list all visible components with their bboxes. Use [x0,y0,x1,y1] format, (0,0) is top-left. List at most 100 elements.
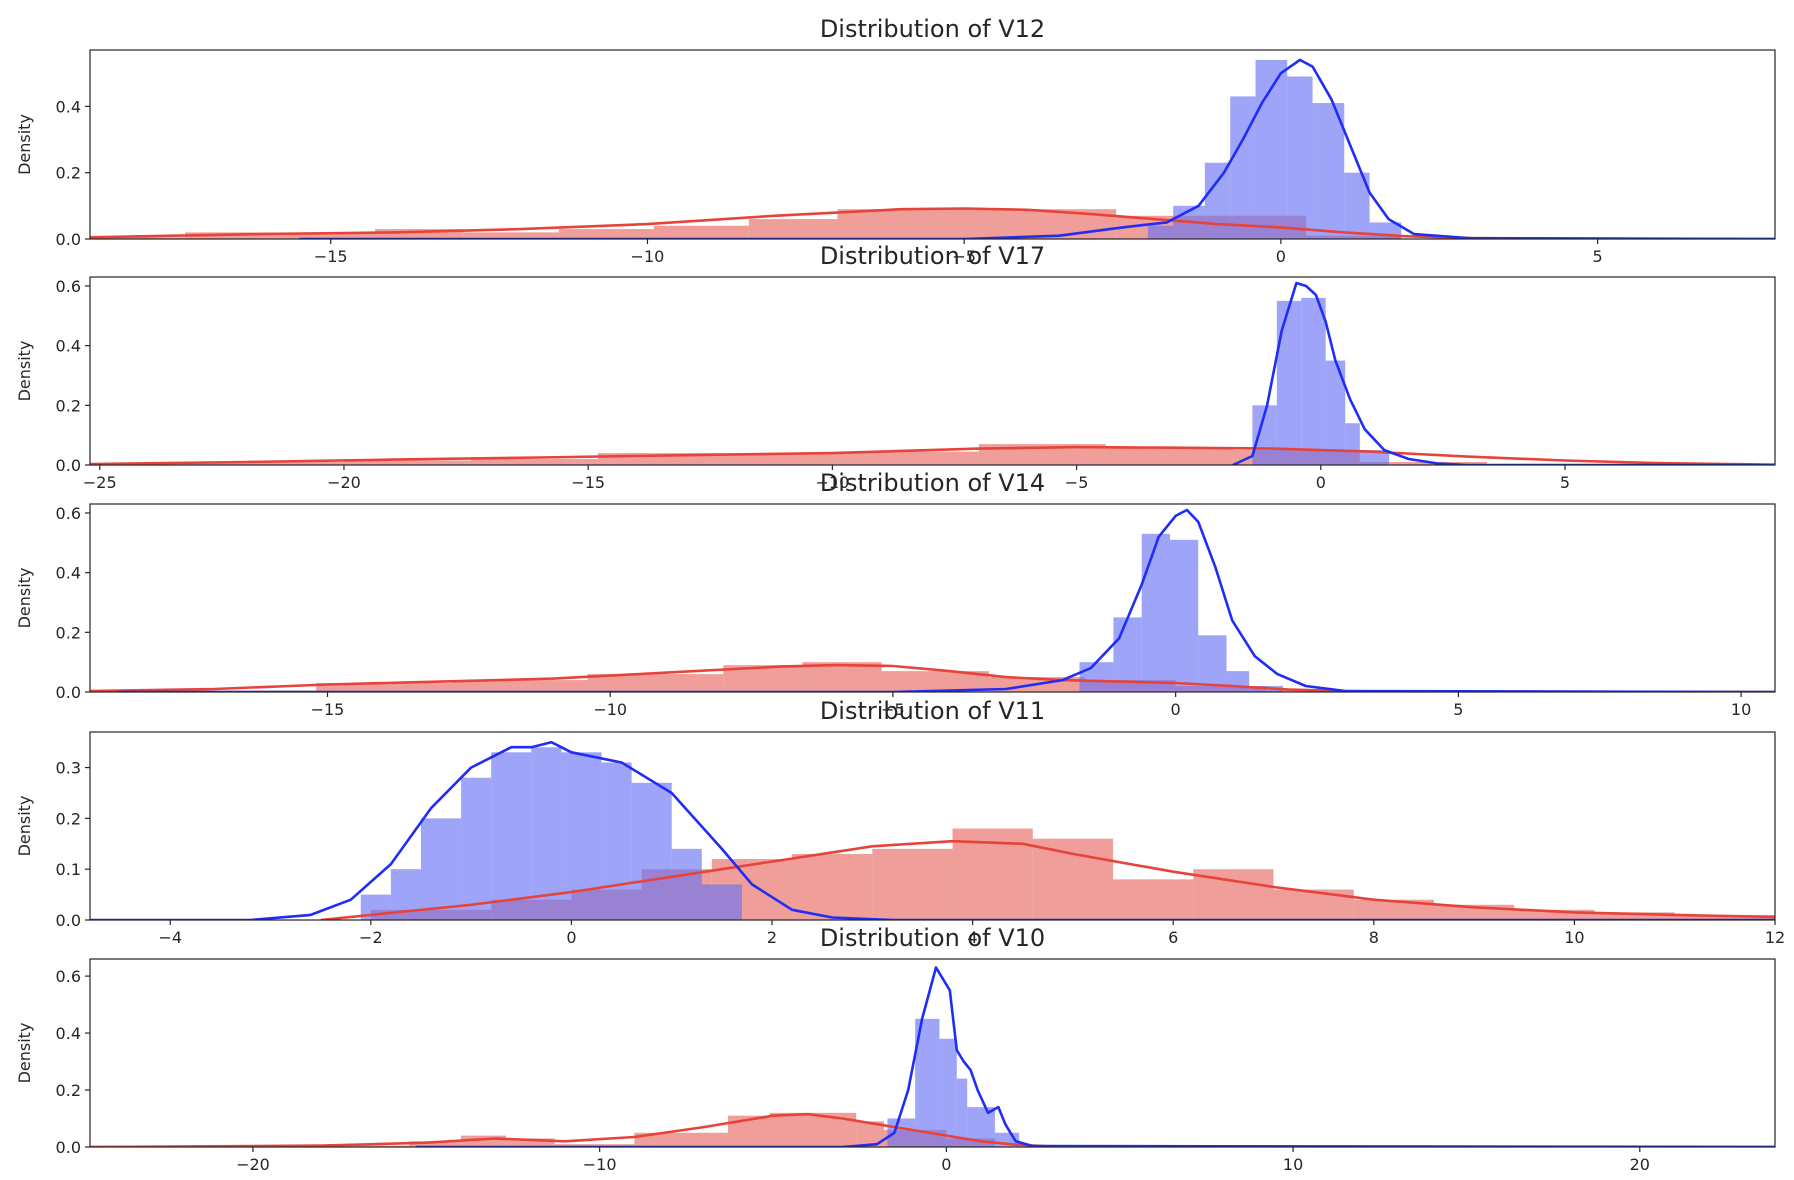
blue-hist-bar [887,1118,916,1147]
red-hist-bar [837,209,933,239]
chart-title: Distribution of V11 [820,697,1045,725]
red-hist-bar [597,453,725,465]
x-tick-label: 8 [1369,928,1379,947]
x-tick-label: −10 [815,473,849,492]
y-tick-label: 0.6 [56,504,81,523]
chart-title: Distribution of V14 [820,469,1045,497]
x-tick-label: 0 [566,928,576,947]
x-tick-label: 10 [1283,1155,1303,1174]
blue-hist-bar [1230,96,1256,239]
red-hist-bar [802,662,882,692]
red-hist-bar [851,451,979,465]
x-tick-label: −15 [314,247,348,266]
x-tick-label: −15 [571,473,605,492]
y-tick-label: 0.2 [56,809,81,828]
axes-frame [89,503,1776,693]
blue-kde-line [90,740,1775,920]
x-tick-label: −5 [881,700,905,719]
x-tick-label: −10 [631,247,665,266]
blue-hist-bar [1312,103,1345,239]
y-tick-label: 0.2 [56,396,81,415]
blue-kde-line [415,966,1775,1147]
x-tick-label: −5 [1065,473,1089,492]
chart-title: Distribution of V12 [820,15,1045,43]
blue-hist-bar [1079,662,1114,692]
y-tick-label: 0.4 [56,337,81,356]
red-hist-bar [748,219,838,239]
blue-hist-bar [1204,162,1231,239]
blue-hist-bar [561,752,602,920]
blue-hist-bar [491,752,532,920]
y-tick-label: 0.0 [56,456,81,475]
x-tick-label: 0 [1171,700,1181,719]
blue-histogram [1147,59,1402,239]
red-hist-bar [1353,899,1434,920]
blue-hist-bar [531,747,562,920]
x-tick-label: −20 [327,473,361,492]
x-tick-label: 0 [941,1155,951,1174]
y-tick-label: 0.2 [56,1081,81,1100]
subplot-2: −25 −20 −15 −10 −5 0 5 0.0 0.2 0.4 0.6 Density [15,276,1776,492]
red-hist-bar [216,462,344,465]
red-histogram [90,1112,995,1147]
x-tick-label: 10 [1564,928,1584,947]
blue-hist-bar [1325,360,1346,465]
y-axis-label: Density [15,114,34,175]
red-hist-bar [872,848,953,920]
blue-kde-line [118,508,1775,692]
y-axis-label: Density [15,341,34,402]
y-tick-label: 0.0 [56,1138,81,1157]
y-tick-label: 0.2 [56,164,81,183]
y-tick-label: 0.0 [56,230,81,249]
red-hist-bar [724,453,852,465]
x-tick-label: −25 [83,473,117,492]
y-tick-label: 0.3 [56,759,81,778]
red-hist-bar [316,683,452,692]
red-hist-bar [375,229,464,239]
x-tick-label: 4 [968,928,978,947]
blue-hist-bar [420,818,462,920]
red-hist-bar [280,232,376,239]
plot-area [90,966,1775,1147]
x-tick-label: −15 [311,700,345,719]
plot-area [90,740,1775,920]
blue-hist-bar [1169,539,1199,692]
x-tick-label: 20 [1630,1155,1650,1174]
x-tick-label: −10 [583,1155,617,1174]
x-tick-label: −10 [593,700,627,719]
red-kde-line [90,1112,1775,1147]
y-axis-label: Density [15,1023,34,1084]
x-tick-label: 0 [1276,247,1286,266]
blue-hist-bar [1113,617,1142,692]
red-hist-bar [1113,879,1194,920]
subplot-5: −20 −10 0 10 20 0.0 0.2 0.4 0.6 Density [15,958,1776,1174]
red-hist-bar [1594,912,1675,920]
red-kde-line [90,207,1775,239]
red-kde-line [90,663,1775,692]
red-hist-bar [343,460,471,465]
y-tick-label: 0.4 [56,97,81,116]
red-hist-bar [1514,909,1595,920]
blue-hist-bar [701,884,742,920]
blue-hist-bar [1226,671,1250,692]
red-hist-bar [1359,462,1487,465]
red-hist-bar [932,209,1028,239]
plot-area [90,58,1775,239]
red-hist-bar [653,225,749,239]
x-tick-label: 2 [767,928,777,947]
red-hist-bar [451,680,588,692]
x-tick-label: 5 [1560,473,1570,492]
blue-hist-bar [1287,76,1313,239]
red-hist-bar [587,674,724,692]
chart-title: Distribution of V17 [820,242,1045,270]
y-tick-label: 0.1 [56,860,81,879]
axes-frame [89,49,1776,240]
blue-histogram [1079,533,1284,692]
blue-hist-bar [671,848,702,920]
red-hist-bar [1273,889,1354,920]
y-tick-label: 0.0 [56,683,81,702]
blue-hist-bar [939,1038,957,1147]
red-hist-bar [408,1141,461,1147]
blue-hist-bar [1141,533,1170,692]
x-tick-label: 10 [1731,700,1751,719]
